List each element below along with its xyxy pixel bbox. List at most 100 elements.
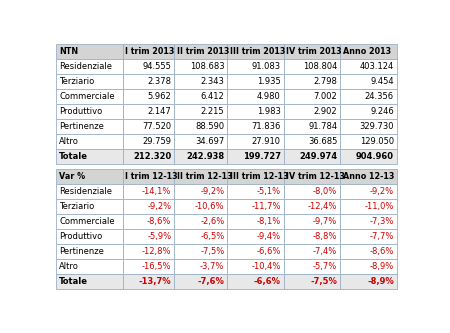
Text: Residenziale: Residenziale bbox=[59, 187, 112, 196]
Bar bbox=[122, 104, 174, 119]
Bar bbox=[56, 44, 122, 59]
Bar bbox=[340, 74, 396, 89]
Text: 2.902: 2.902 bbox=[314, 107, 338, 116]
Text: 9.454: 9.454 bbox=[370, 77, 394, 86]
Bar bbox=[174, 169, 227, 184]
Text: 212.320: 212.320 bbox=[133, 152, 171, 161]
Text: 36.685: 36.685 bbox=[308, 137, 338, 146]
Text: Produttivo: Produttivo bbox=[59, 107, 102, 116]
Text: -5,7%: -5,7% bbox=[313, 262, 338, 271]
Text: -5,1%: -5,1% bbox=[256, 187, 281, 196]
Bar bbox=[284, 214, 340, 229]
Text: 6.412: 6.412 bbox=[201, 92, 225, 101]
Text: 329.730: 329.730 bbox=[360, 122, 394, 131]
Bar bbox=[284, 104, 340, 119]
Bar bbox=[284, 244, 340, 259]
Bar bbox=[227, 59, 284, 74]
Text: Terziario: Terziario bbox=[59, 77, 94, 86]
Text: 199.727: 199.727 bbox=[243, 152, 281, 161]
Text: 129.050: 129.050 bbox=[360, 137, 394, 146]
Bar bbox=[174, 134, 227, 149]
Bar bbox=[340, 169, 396, 184]
Text: -8,9%: -8,9% bbox=[369, 262, 394, 271]
Text: -12,4%: -12,4% bbox=[308, 202, 338, 211]
Text: 2.378: 2.378 bbox=[147, 77, 171, 86]
Bar bbox=[227, 259, 284, 274]
Bar bbox=[122, 244, 174, 259]
Text: 5.962: 5.962 bbox=[148, 92, 171, 101]
Text: -9,7%: -9,7% bbox=[313, 217, 338, 226]
Text: Altro: Altro bbox=[59, 262, 79, 271]
Text: 403.124: 403.124 bbox=[360, 62, 394, 71]
Text: Anno 12-13: Anno 12-13 bbox=[343, 172, 394, 181]
Text: -6,6%: -6,6% bbox=[256, 247, 281, 256]
Bar bbox=[56, 59, 122, 74]
Text: NTN: NTN bbox=[59, 47, 78, 56]
Text: 242.938: 242.938 bbox=[186, 152, 225, 161]
Text: -8,8%: -8,8% bbox=[313, 232, 338, 241]
Text: 77.520: 77.520 bbox=[142, 122, 171, 131]
Bar bbox=[340, 44, 396, 59]
Bar bbox=[56, 199, 122, 214]
Bar bbox=[122, 214, 174, 229]
Bar bbox=[340, 119, 396, 134]
Text: -8,9%: -8,9% bbox=[367, 277, 394, 286]
Bar bbox=[284, 89, 340, 104]
Bar bbox=[56, 169, 122, 184]
Bar bbox=[56, 184, 122, 199]
Bar bbox=[174, 199, 227, 214]
Text: Totale: Totale bbox=[59, 152, 88, 161]
Bar bbox=[122, 89, 174, 104]
Text: Var %: Var % bbox=[59, 172, 85, 181]
Bar bbox=[340, 214, 396, 229]
Bar bbox=[227, 214, 284, 229]
Text: 88.590: 88.590 bbox=[195, 122, 225, 131]
Bar bbox=[56, 244, 122, 259]
Bar bbox=[227, 169, 284, 184]
Text: II trim 12-13: II trim 12-13 bbox=[177, 172, 233, 181]
Text: 7.002: 7.002 bbox=[314, 92, 338, 101]
Bar bbox=[122, 134, 174, 149]
Bar bbox=[284, 274, 340, 289]
Bar bbox=[227, 134, 284, 149]
Bar bbox=[340, 104, 396, 119]
Text: -9,2%: -9,2% bbox=[147, 202, 171, 211]
Bar bbox=[227, 199, 284, 214]
Bar bbox=[56, 89, 122, 104]
Bar bbox=[227, 44, 284, 59]
Bar bbox=[174, 149, 227, 164]
Bar bbox=[174, 119, 227, 134]
Text: Totale: Totale bbox=[59, 277, 88, 286]
Bar bbox=[284, 169, 340, 184]
Bar bbox=[174, 89, 227, 104]
Bar bbox=[174, 244, 227, 259]
Text: -8,1%: -8,1% bbox=[256, 217, 281, 226]
Bar bbox=[340, 229, 396, 244]
Text: -5,9%: -5,9% bbox=[147, 232, 171, 241]
Bar bbox=[56, 259, 122, 274]
Bar bbox=[284, 134, 340, 149]
Text: -7,3%: -7,3% bbox=[369, 217, 394, 226]
Bar bbox=[122, 229, 174, 244]
Bar bbox=[174, 259, 227, 274]
Bar bbox=[284, 184, 340, 199]
Text: IV trim 12-13: IV trim 12-13 bbox=[287, 172, 345, 181]
Text: -13,7%: -13,7% bbox=[139, 277, 171, 286]
Text: Altro: Altro bbox=[59, 137, 79, 146]
Text: -7,5%: -7,5% bbox=[200, 247, 225, 256]
Text: -8,6%: -8,6% bbox=[369, 247, 394, 256]
Bar bbox=[284, 229, 340, 244]
Bar bbox=[174, 59, 227, 74]
Bar bbox=[122, 259, 174, 274]
Bar bbox=[174, 104, 227, 119]
Bar bbox=[227, 74, 284, 89]
Bar bbox=[56, 214, 122, 229]
Text: -9,4%: -9,4% bbox=[256, 232, 281, 241]
Bar bbox=[174, 184, 227, 199]
Text: 29.759: 29.759 bbox=[142, 137, 171, 146]
Bar bbox=[122, 119, 174, 134]
Bar bbox=[56, 134, 122, 149]
Bar bbox=[227, 184, 284, 199]
Bar bbox=[227, 229, 284, 244]
Bar bbox=[284, 119, 340, 134]
